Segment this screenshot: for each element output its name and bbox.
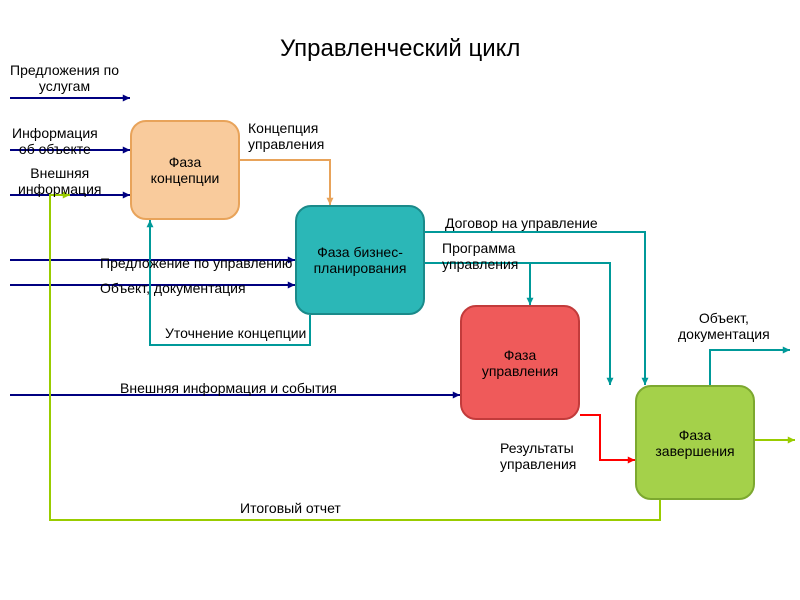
edge-e_objOut xyxy=(710,350,790,385)
label-l3: Внешняяинформация xyxy=(18,165,101,197)
label-l2: Информацияоб объекте xyxy=(12,125,98,157)
node-planning: Фаза бизнес-планирования xyxy=(295,205,425,315)
edge-e_results xyxy=(580,415,635,460)
label-l11: Результатыуправления xyxy=(500,440,576,472)
node-manage: Фазауправления xyxy=(460,305,580,420)
label-l13: Объект,документация xyxy=(678,310,770,342)
label-l10: Внешняя информация и события xyxy=(120,380,337,396)
diagram-canvas: Управленческий цикл Фазаконцепции Фаза би… xyxy=(0,0,800,600)
label-l8: Объект, документация xyxy=(100,280,246,296)
diagram-title: Управленческий цикл xyxy=(280,35,520,63)
label-l5: Договор на управление xyxy=(445,215,598,231)
label-l9: Уточнение концепции xyxy=(165,325,306,341)
label-l7: Предложение по управлению xyxy=(100,255,292,271)
edge-e_c2p xyxy=(240,160,330,205)
label-l12: Итоговый отчет xyxy=(240,500,341,516)
label-l6: Программауправления xyxy=(442,240,518,272)
node-concept: Фазаконцепции xyxy=(130,120,240,220)
label-l4: Концепцияуправления xyxy=(248,120,324,152)
node-finish: Фазазавершения xyxy=(635,385,755,500)
label-l1: Предложения поуслугам xyxy=(10,62,119,94)
